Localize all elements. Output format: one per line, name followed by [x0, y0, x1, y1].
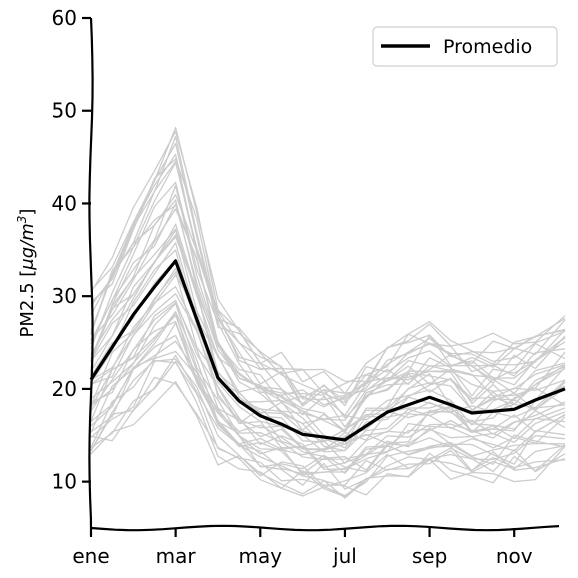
station-line	[90, 208, 566, 417]
station-line	[90, 354, 566, 499]
station-line	[90, 126, 566, 383]
axes: 10 20 30 40 50 60 ene mar may jul sep nov	[52, 6, 560, 568]
station-line	[90, 203, 566, 422]
x-axis-line	[90, 524, 560, 532]
station-line	[90, 234, 566, 446]
station-line	[90, 274, 566, 453]
station-line	[90, 299, 566, 468]
mean-line	[89, 259, 566, 442]
station-lines	[90, 126, 566, 499]
station-line	[90, 285, 566, 452]
mean-series	[89, 259, 566, 442]
x-tick-label: nov	[496, 544, 533, 568]
y-tick-label: 50	[52, 99, 77, 123]
y-tick-label: 20	[52, 377, 77, 401]
station-line	[90, 267, 566, 452]
x-tick-label: ene	[72, 544, 109, 568]
station-line	[90, 161, 566, 402]
x-tick-label: sep	[412, 544, 447, 568]
legend-box	[372, 26, 558, 67]
y-tick-label: 30	[52, 284, 77, 308]
station-line	[90, 359, 566, 486]
station-line	[90, 358, 566, 497]
y-axis-label: PM2.5 [μg/m3]	[15, 209, 38, 338]
station-line	[90, 194, 566, 419]
x-tick-label: may	[238, 544, 282, 568]
y-tick-label: 60	[52, 6, 77, 30]
station-line	[90, 376, 566, 498]
station-line	[90, 271, 566, 450]
station-line	[90, 322, 566, 476]
y-tick-label: 10	[52, 470, 77, 494]
x-tick-label: jul	[332, 544, 357, 568]
legend: Promedio	[372, 26, 558, 67]
station-line	[90, 314, 566, 474]
station-line	[90, 204, 566, 408]
x-tick-label: mar	[156, 544, 197, 568]
station-line	[90, 184, 566, 428]
station-line	[90, 301, 566, 451]
station-line	[90, 160, 566, 407]
station-line	[90, 135, 566, 404]
legend-label: Promedio	[443, 36, 532, 58]
y-tick-label: 40	[52, 191, 77, 215]
station-line	[90, 320, 566, 470]
station-line	[90, 228, 566, 434]
y-axis-title: PM2.5 [μg/m3]	[15, 209, 38, 338]
station-line	[90, 334, 566, 473]
y-axis-line	[88, 17, 94, 529]
